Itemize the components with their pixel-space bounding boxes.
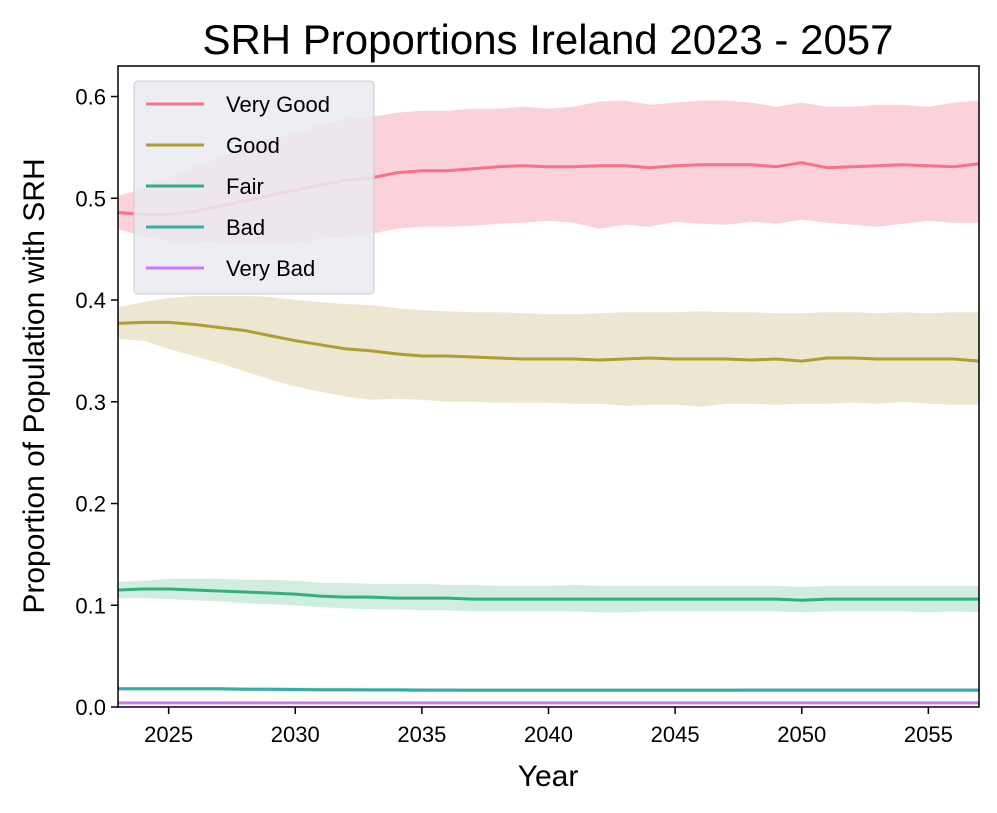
x-tick-label: 2030 bbox=[271, 722, 320, 747]
x-tick-label: 2035 bbox=[397, 722, 446, 747]
legend-label-very-bad: Very Bad bbox=[226, 256, 315, 281]
legend-label-bad: Bad bbox=[226, 215, 265, 240]
y-tick-label: 0.1 bbox=[75, 593, 106, 618]
y-tick-label: 0.3 bbox=[75, 390, 106, 415]
x-tick-label: 2025 bbox=[144, 722, 193, 747]
x-tick-label: 2050 bbox=[777, 722, 826, 747]
series-line-fair bbox=[117, 587, 979, 602]
y-axis-ticks: 0.0 0.1 0.2 0.3 0.4 0.5 0.6 bbox=[75, 85, 118, 720]
band-good bbox=[118, 295, 979, 407]
y-tick-label: 0.2 bbox=[75, 492, 106, 517]
y-tick-label: 0.0 bbox=[75, 695, 106, 720]
legend-label-good: Good bbox=[226, 133, 280, 158]
y-axis-label: Proportion of Population with SRH bbox=[18, 158, 51, 613]
series-lines bbox=[117, 161, 980, 705]
x-axis-ticks: 2025 2030 2035 2040 2045 2050 2055 bbox=[144, 707, 953, 747]
legend: Very Good Good Fair Bad Very Bad bbox=[133, 80, 375, 295]
x-axis-label: Year bbox=[518, 760, 579, 793]
band-fair bbox=[118, 578, 979, 613]
x-tick-label: 2040 bbox=[524, 722, 573, 747]
y-tick-label: 0.6 bbox=[75, 85, 106, 110]
legend-label-fair: Fair bbox=[226, 174, 264, 199]
series-line-good bbox=[117, 320, 980, 363]
legend-box bbox=[133, 80, 375, 295]
x-tick-label: 2045 bbox=[651, 722, 700, 747]
legend-label-very-good: Very Good bbox=[226, 92, 330, 117]
chart-title: SRH Proportions Ireland 2023 - 2057 bbox=[202, 16, 893, 63]
y-tick-label: 0.5 bbox=[75, 186, 106, 211]
series-line-bad bbox=[118, 687, 979, 692]
x-tick-label: 2055 bbox=[904, 722, 953, 747]
y-tick-label: 0.4 bbox=[75, 288, 106, 313]
